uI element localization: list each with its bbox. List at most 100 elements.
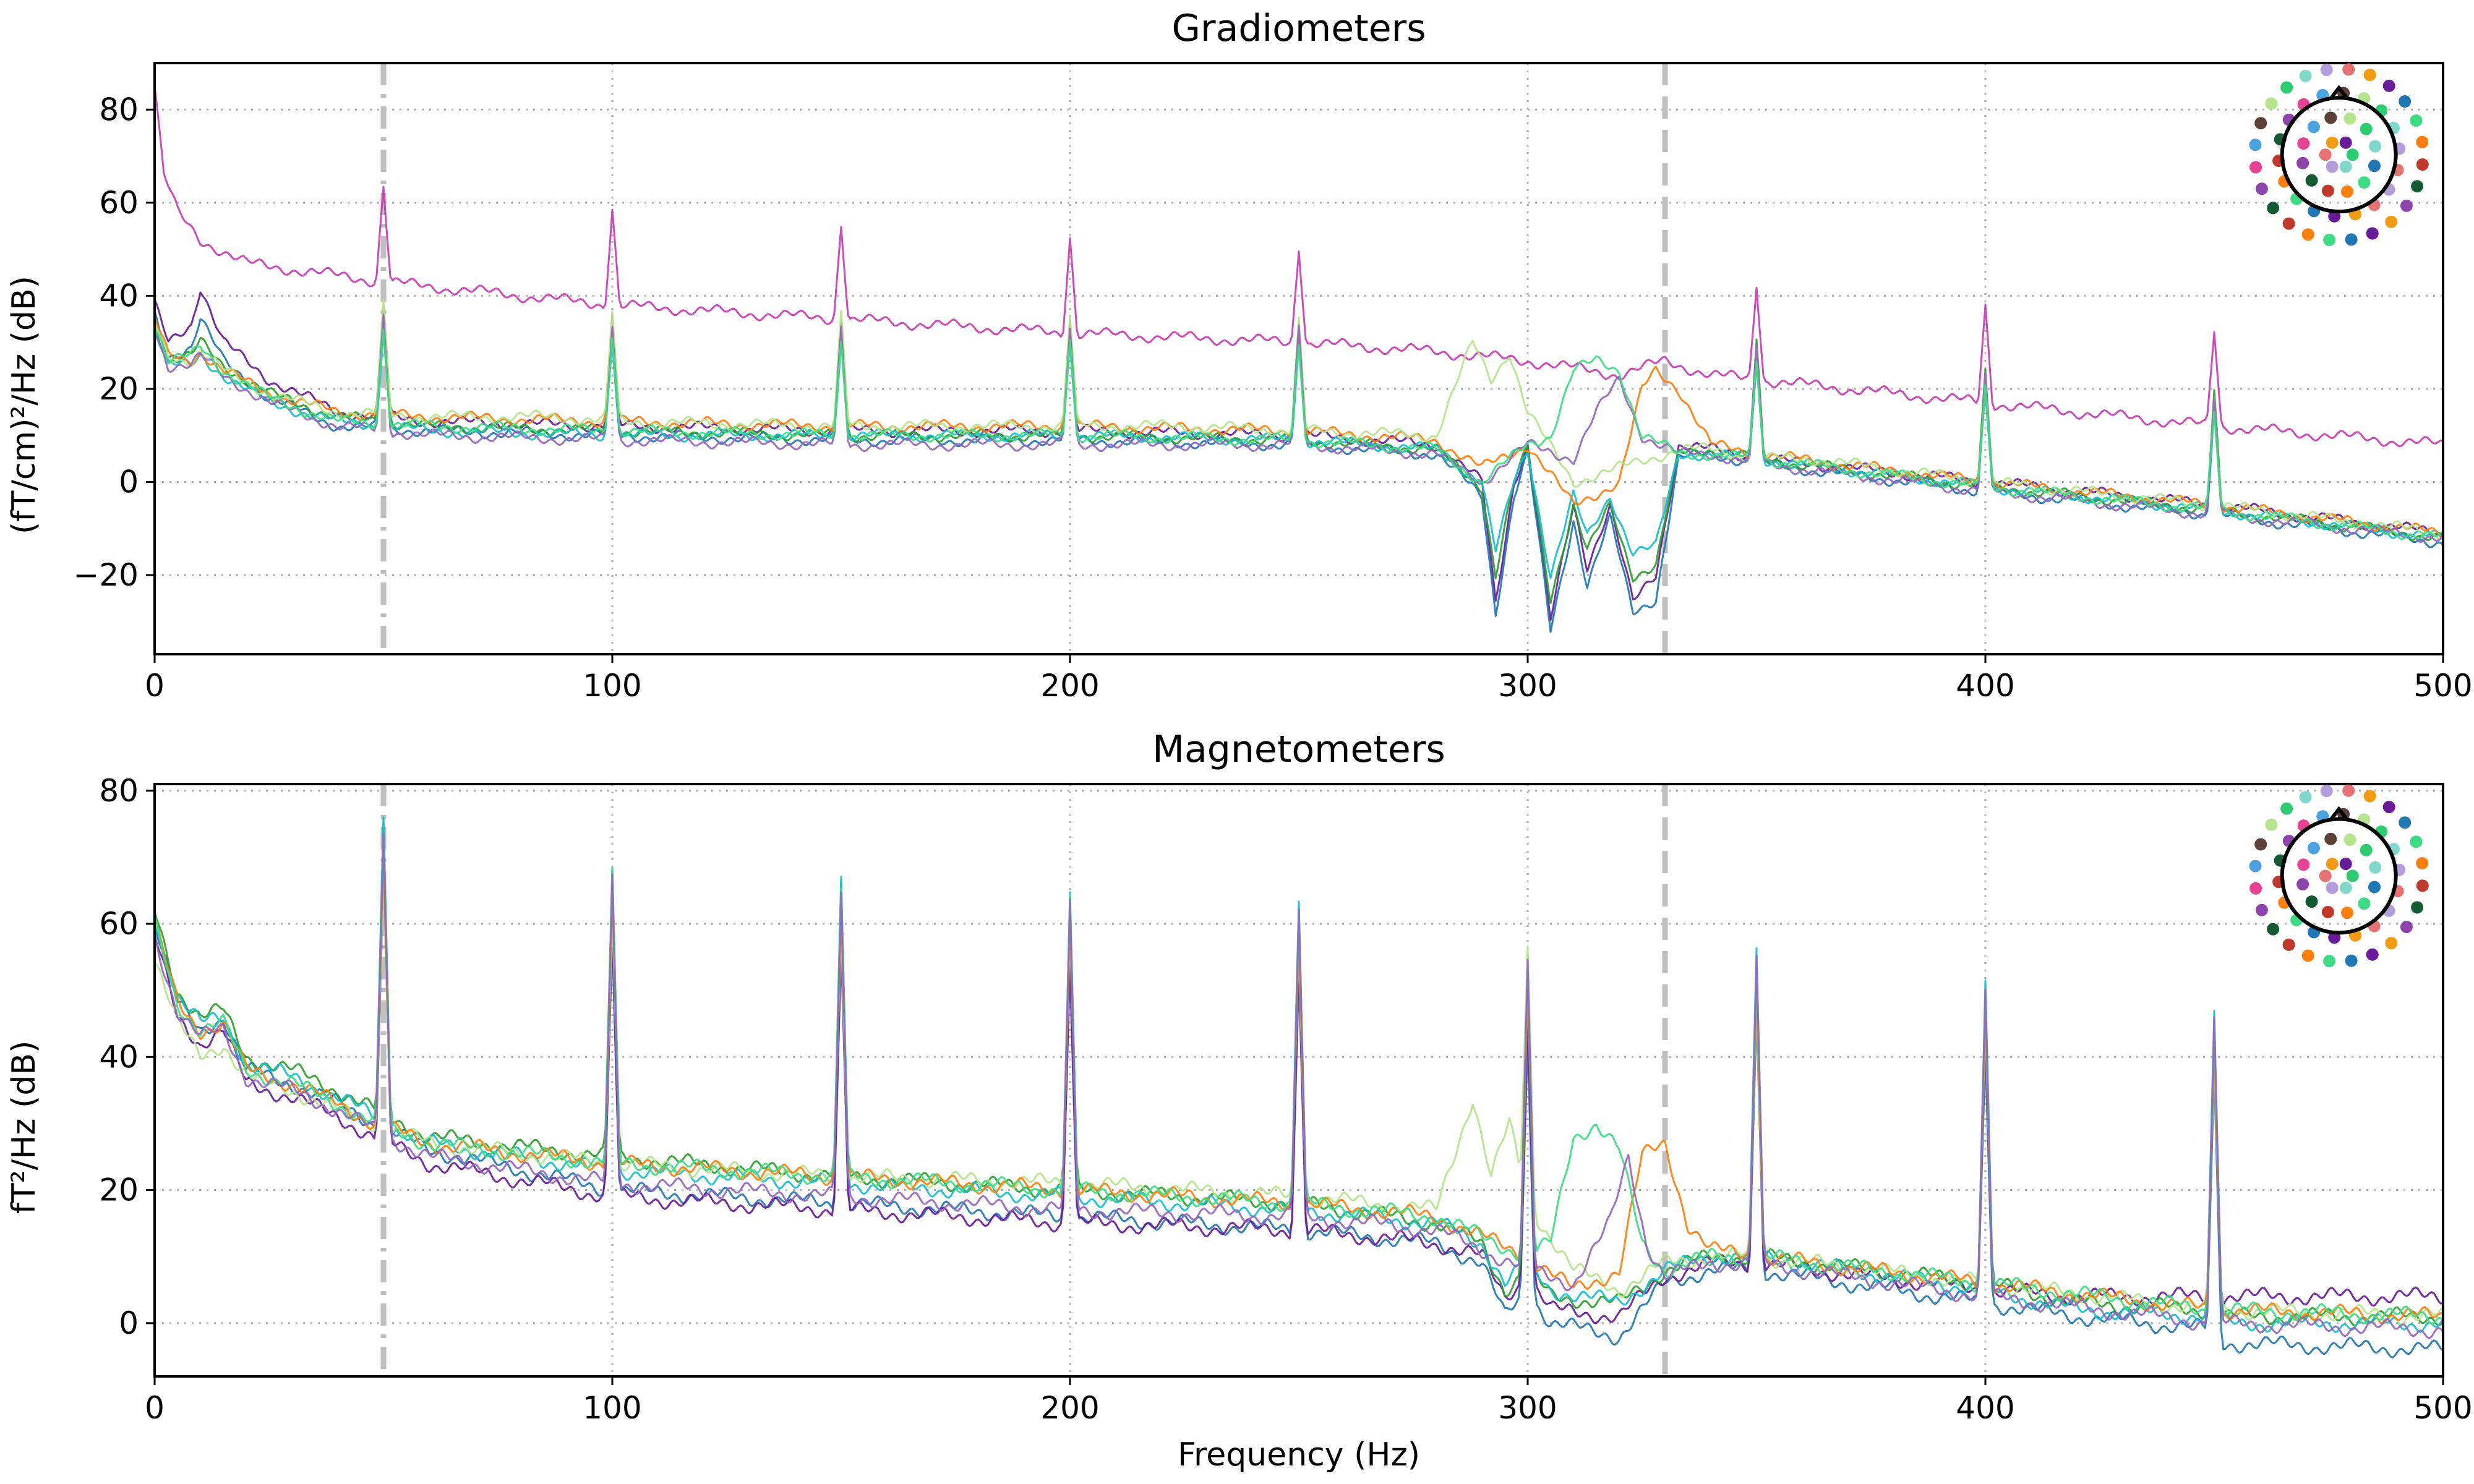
magnetometers-sensor-dot	[2249, 859, 2262, 872]
gradiometers-ytick-label: −20	[73, 557, 139, 593]
magnetometers-sensor-dot	[2345, 954, 2358, 967]
magnetometers-sensor-dot	[2410, 835, 2423, 848]
gradiometers-sensor-dot	[2297, 137, 2310, 150]
gradiometers-sensor-dot	[2280, 81, 2293, 94]
magnetometers-ytick-label: 80	[99, 773, 139, 809]
gradiometers-sensor-dot	[2324, 111, 2337, 124]
magnetometers-sensor-dot	[2324, 832, 2337, 845]
gradiometers-sensor-dot	[2339, 136, 2352, 149]
gradiometers-grid	[153, 63, 2444, 654]
gradiometers-series-line	[153, 298, 2444, 540]
magnetometers-sensor-dot	[2323, 955, 2336, 968]
gradiometers-axes-frame	[153, 62, 2444, 655]
gradiometers-ytick-label: 80	[99, 92, 139, 127]
gradiometers-ytick-label: 40	[99, 278, 139, 313]
gradiometers-sensor-dot	[2320, 64, 2333, 76]
magnetometers-sensor-dot	[2255, 903, 2268, 916]
magnetometers-sensor-dot	[2321, 906, 2334, 918]
magnetometers-ytick-label: 0	[119, 1305, 139, 1341]
gradiometers-sensor-dot	[2399, 95, 2412, 108]
gradiometers-sensor-dot	[2382, 79, 2395, 92]
gradiometers-sensor-dot	[2326, 160, 2339, 173]
gradiometers-sensor-dot	[2358, 176, 2371, 189]
gradiometers-series-line	[153, 313, 2444, 543]
magnetometers-nose	[2329, 806, 2350, 822]
gradiometers-sensor-dot	[2400, 199, 2413, 212]
gradiometers-xtick-label: 200	[1040, 668, 1099, 704]
magnetometers-axes-frame	[153, 783, 2444, 1378]
gradiometers-series-line	[153, 328, 2444, 540]
magnetometers-title: Magnetometers	[1152, 728, 1445, 771]
gradiometers-sensor-legend	[2249, 63, 2429, 246]
magnetometers-ytick-label: 20	[99, 1172, 139, 1208]
gradiometers-sensor-dot	[2341, 185, 2353, 198]
gradiometers-sensor-dot	[2416, 135, 2429, 148]
gradiometers-sensor-dot	[2369, 140, 2382, 153]
gradiometers-xtick-label: 300	[1498, 668, 1557, 704]
magnetometers-sensor-dot	[2363, 790, 2376, 803]
magnetometers-xtick-label: 0	[145, 1390, 165, 1426]
magnetometers-sensor-dot	[2319, 869, 2332, 882]
magnetometers-sensor-dot	[2320, 785, 2333, 798]
gradiometers-sensor-dot	[2296, 156, 2309, 169]
gradiometers-sensor-dot	[2282, 217, 2295, 230]
gradiometers-sensor-dot	[2416, 158, 2429, 171]
gradiometers-series-line	[153, 86, 2444, 448]
gradiometers-ytick-label: 60	[99, 185, 139, 221]
magnetometers-sensor-dot	[2307, 842, 2320, 855]
magnetometers-sensor-dot	[2399, 816, 2412, 829]
gradiometers-sensor-dot	[2249, 139, 2262, 151]
gradiometers-sensor-dot	[2411, 180, 2424, 193]
magnetometers-sensor-dot	[2254, 838, 2267, 851]
gradiometers-ytick-label: 20	[99, 371, 139, 407]
gradiometers-panel: Gradiometers (fT/cm)²/Hz (dB) 0 100 200 300…	[6, 7, 2473, 704]
gradiometers-markers	[380, 63, 1668, 654]
magnetometers-panel: Magnetometers fT²/Hz (dB) 0 100 200 300 400 5…	[6, 728, 2473, 1426]
magnetometers-sensor-dot	[2326, 881, 2339, 894]
magnetometers-sensor-dot	[2297, 858, 2310, 871]
frequency-xlabel: Frequency (Hz)	[1178, 1436, 1420, 1473]
magnetometers-sensor-dot	[2369, 861, 2382, 874]
magnetometers-sensor-dot	[2299, 791, 2312, 804]
gradiometers-ticks: 0 100 200 300 400 500 −20 0 20 40 60 80	[73, 92, 2472, 704]
gradiometers-sensor-dot	[2323, 234, 2336, 246]
gradiometers-sensor-dot	[2368, 160, 2381, 173]
magnetometers-series-line	[153, 834, 2444, 1339]
gradiometers-ylabel: (fT/cm)²/Hz (dB)	[6, 276, 43, 534]
gradiometers-sensor-dot	[2249, 161, 2262, 174]
magnetometers-sensor-dot	[2366, 948, 2379, 961]
magnetometers-sensor-dot	[2416, 879, 2429, 892]
gradiometers-sensor-dot	[2255, 182, 2268, 195]
magnetometers-sensor-dot	[2411, 901, 2424, 914]
gradiometers-sensor-dot	[2265, 97, 2278, 110]
gradiometers-sensor-dot	[2366, 227, 2379, 240]
gradiometers-xtick-label: 500	[2413, 668, 2472, 704]
magnetometers-head-outline	[2280, 817, 2398, 935]
gradiometers-sensor-dot	[2346, 148, 2359, 161]
magnetometers-sensor-legend	[2249, 784, 2429, 968]
magnetometers-ytick-label: 60	[99, 906, 139, 942]
magnetometers-sensor-dot	[2301, 949, 2314, 962]
magnetometers-sensor-dot	[2339, 858, 2352, 871]
gradiometers-sensor-dot	[2321, 184, 2334, 197]
magnetometers-sensor-dot	[2343, 834, 2356, 846]
magnetometers-sensor-dot	[2416, 857, 2429, 870]
magnetometers-ytick-label: 40	[99, 1039, 139, 1075]
magnetometers-sensor-dot	[2360, 843, 2373, 856]
magnetometers-sensor-dot	[2368, 881, 2381, 893]
magnetometers-xtick-label: 500	[2413, 1390, 2472, 1426]
magnetometers-sensor-dot	[2341, 906, 2353, 919]
magnetometers-sensor-dot	[2342, 784, 2355, 797]
magnetometers-sensor-dot	[2339, 881, 2352, 894]
gradiometers-sensor-dot	[2385, 215, 2398, 228]
gradiometers-head-outline	[2280, 96, 2398, 214]
magnetometers-sensor-dot	[2249, 882, 2262, 895]
gradiometers-sensor-dot	[2363, 69, 2376, 82]
gradiometers-xtick-label: 400	[1956, 668, 2014, 704]
gradiometers-sensor-dot	[2345, 233, 2358, 246]
magnetometers-sensor-dot	[2385, 937, 2398, 950]
gradiometers-xtick-label: 100	[583, 668, 641, 704]
gradiometers-sensor-dot	[2267, 202, 2280, 215]
